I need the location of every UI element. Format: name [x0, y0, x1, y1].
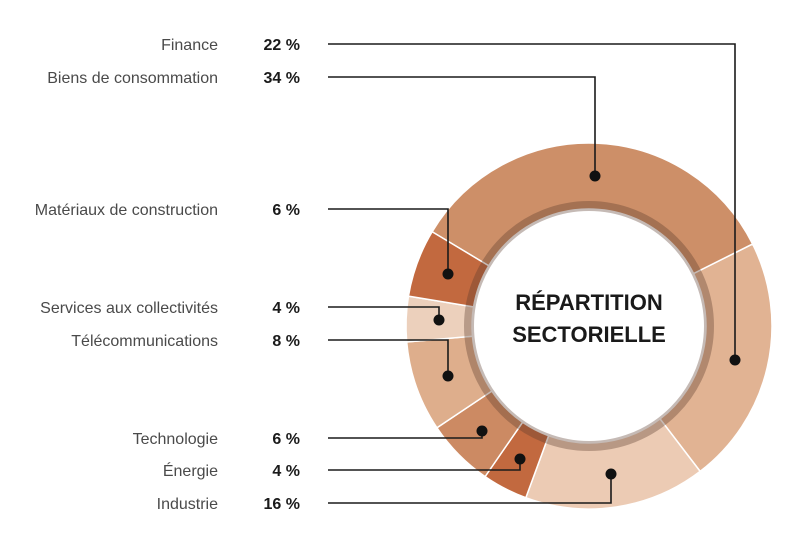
- leader-line-telecommunications: [328, 339, 449, 376]
- legend-value-biens-de-consommation: 34 %: [264, 70, 300, 87]
- leader-dot-finance: [729, 354, 741, 366]
- legend-value-telecommunications: 8 %: [272, 333, 300, 350]
- slice-finance: [659, 243, 773, 473]
- donut-slices: [405, 142, 773, 510]
- legend-value-services-aux-collectivites: 4 %: [272, 300, 300, 317]
- legend-label-services-aux-collectivites: Services aux collectivités: [40, 300, 218, 317]
- legend-label-industrie: Industrie: [157, 496, 218, 513]
- leader-dot-industrie: [605, 468, 617, 480]
- leader-dot-energie: [514, 453, 526, 465]
- leader-dot-services-aux-collectivites: [433, 314, 445, 326]
- legend-label-biens-de-consommation: Biens de consommation: [47, 70, 218, 87]
- legend-label-materiaux-de-construction: Matériaux de construction: [35, 202, 218, 219]
- leader-line-industrie: [328, 474, 612, 504]
- legend-label-energie: Énergie: [163, 461, 218, 480]
- leader-dot-telecommunications: [442, 370, 454, 382]
- leader-line-materiaux-de-construction: [328, 208, 449, 274]
- chart-title-line-1: RÉPARTITION: [515, 290, 662, 315]
- leader-line-biens-de-consommation: [328, 76, 596, 176]
- slice-biens-de-consommation: [431, 142, 754, 275]
- leader-dot-materiaux-de-construction: [442, 268, 454, 280]
- leader-dot-technologie: [476, 425, 488, 437]
- donut-inner-band: [464, 201, 714, 451]
- leader-dot-biens-de-consommation: [589, 170, 601, 182]
- legend-label-technologie: Technologie: [133, 431, 219, 448]
- legend-value-materiaux-de-construction: 6 %: [272, 202, 300, 219]
- leader-line-finance: [328, 43, 736, 360]
- legend-label-telecommunications: Télécommunications: [71, 333, 218, 350]
- legend-value-technologie: 6 %: [272, 431, 300, 448]
- legend-value-industrie: 16 %: [264, 496, 300, 513]
- legend: Finance 22 % Biens de consommation 34 % Maté…: [35, 37, 741, 513]
- legend-value-finance: 22 %: [264, 37, 300, 54]
- legend-value-energie: 4 %: [272, 463, 300, 480]
- legend-label-finance: Finance: [161, 37, 218, 54]
- chart-title-line-2: SECTORIELLE: [512, 322, 666, 347]
- donut-hole: [475, 212, 703, 440]
